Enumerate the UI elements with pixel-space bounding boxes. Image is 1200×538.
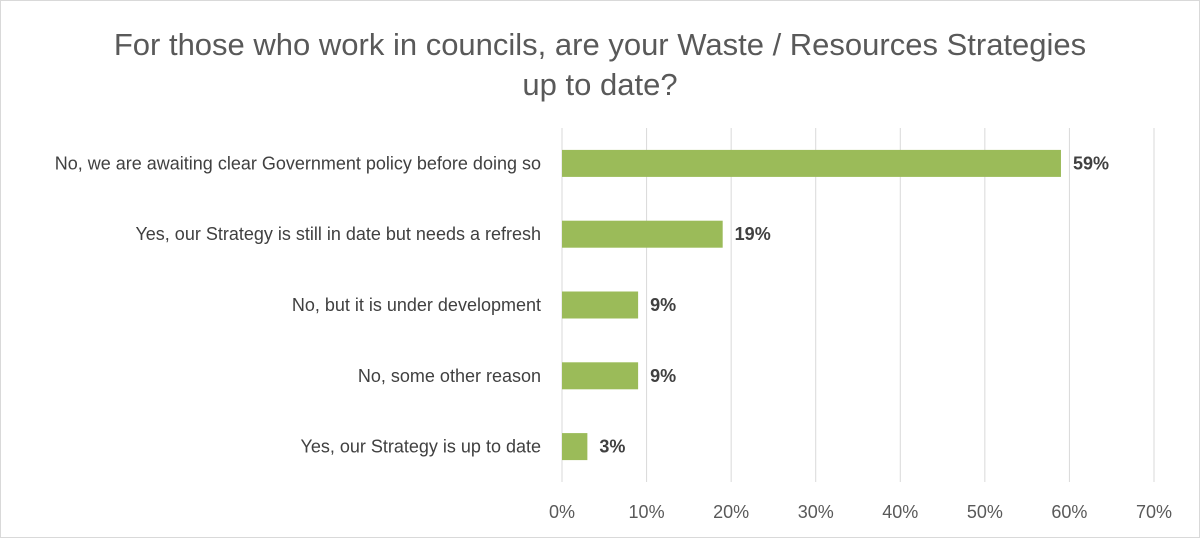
bar <box>562 362 639 390</box>
category-label: No, we are awaiting clear Government pol… <box>55 153 541 173</box>
bar <box>562 291 639 319</box>
bar <box>562 433 588 461</box>
category-label: Yes, our Strategy is up to date <box>301 437 542 457</box>
bar <box>562 149 1061 177</box>
x-tick-label: 10% <box>629 502 665 522</box>
data-label: 9% <box>650 366 676 386</box>
data-label: 19% <box>735 224 771 244</box>
x-tick-label: 40% <box>882 502 918 522</box>
category-label: Yes, our Strategy is still in date but n… <box>135 224 541 244</box>
x-tick-label: 30% <box>798 502 834 522</box>
x-tick-label: 50% <box>967 502 1003 522</box>
bar <box>562 220 723 248</box>
x-tick-label: 20% <box>713 502 749 522</box>
category-label: No, some other reason <box>358 366 541 386</box>
data-label: 3% <box>599 437 625 457</box>
data-label: 9% <box>650 295 676 315</box>
chart-title: For those who work in councils, are your… <box>1 25 1199 105</box>
chart-title-line-2: up to date? <box>522 67 678 102</box>
category-label: No, but it is under development <box>292 295 541 315</box>
x-tick-label: 0% <box>549 502 575 522</box>
chart-title-line-1: For those who work in councils, are your… <box>113 27 1087 62</box>
data-label: 59% <box>1073 153 1109 173</box>
x-tick-label: 60% <box>1051 502 1087 522</box>
x-tick-label: 70% <box>1136 502 1172 522</box>
